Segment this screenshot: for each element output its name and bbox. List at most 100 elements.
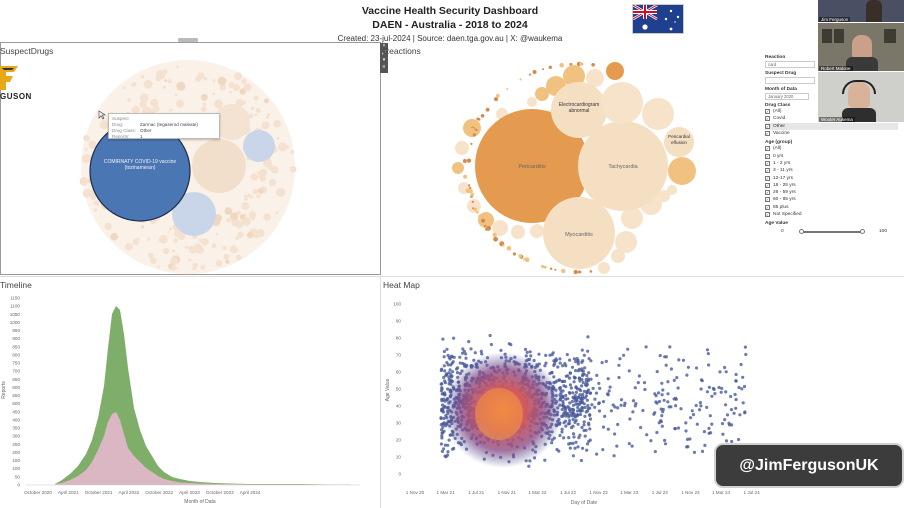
reaction-small-bubble[interactable] (615, 231, 637, 253)
reaction-small-bubble[interactable] (462, 159, 467, 163)
reaction-small-bubble[interactable] (573, 269, 578, 275)
heatmap-chart[interactable]: 0 10 20 30 40 50 60 70 80 90 100 1 Nov 20 1 Mar 21 1… (381, 290, 761, 508)
reaction-small-bubble[interactable] (470, 127, 474, 132)
age-slider-track[interactable] (801, 231, 863, 234)
age-slider-min-handle[interactable] (799, 229, 804, 235)
panel-drag-handle[interactable] (178, 38, 198, 42)
reaction-small-bubble[interactable] (543, 265, 547, 269)
checkbox-icon[interactable]: ✓ (765, 116, 770, 122)
filter-checkbox-item[interactable]: ✓ 60 - 85 yrs (765, 196, 903, 203)
reaction-small-bubble[interactable] (589, 270, 593, 273)
reaction-small-bubble[interactable] (512, 252, 516, 256)
reaction-small-bubble[interactable] (475, 122, 478, 125)
reaction-small-bubble[interactable] (477, 117, 481, 121)
filter-checkbox-item[interactable]: ✓ 1 - 2 yrs (765, 160, 903, 167)
reaction-small-bubble[interactable] (478, 216, 482, 220)
reaction-small-bubble[interactable] (495, 93, 500, 98)
filter-checkbox-item[interactable]: ✓ 0 yrs (765, 152, 903, 159)
reaction-small-bubble[interactable] (502, 244, 505, 247)
panel-toolbar[interactable]: × ⤢ ▾ ≡ (380, 43, 388, 73)
reaction-bubble-myocarditis[interactable] (543, 197, 615, 269)
reaction-small-bubble[interactable] (579, 62, 583, 66)
checkbox-icon[interactable]: ✓ (765, 131, 770, 137)
reaction-small-bubble[interactable] (469, 186, 472, 190)
reaction-small-bubble[interactable] (569, 63, 572, 66)
reaction-small-bubble[interactable] (598, 262, 610, 274)
reaction-small-bubble[interactable] (483, 224, 487, 228)
checkbox-icon[interactable]: ✓ (765, 168, 770, 174)
reaction-small-bubble[interactable] (519, 78, 522, 81)
filter-checkbox-item[interactable]: ✓ 12-17 yrs (765, 174, 903, 181)
filter-checkbox-item[interactable]: ✓ 26 - 59 yrs (765, 189, 903, 196)
filter-checkbox-item[interactable]: ✓ Not Specified (765, 211, 903, 218)
reaction-small-bubble[interactable] (486, 225, 492, 231)
reaction-small-bubble[interactable] (473, 207, 478, 212)
filter-checkbox-item[interactable]: ✓ (All) (765, 108, 903, 115)
reaction-small-bubble[interactable] (492, 220, 508, 236)
reaction-small-bubble[interactable] (559, 62, 564, 68)
reaction-small-bubble[interactable] (492, 232, 497, 238)
reaction-filter-input[interactable]: card (765, 61, 815, 68)
reaction-small-bubble[interactable] (530, 224, 544, 238)
panel-toolbar-icons[interactable]: × ⤢ ▾ ≡ (381, 43, 386, 70)
filter-checkbox-item[interactable]: ✓ 18 - 25 yrs (765, 182, 903, 189)
reaction-small-bubble[interactable] (452, 162, 464, 174)
timeline-area-pink-top[interactable] (55, 412, 350, 485)
reaction-small-bubble[interactable] (554, 268, 557, 271)
timeline-chart[interactable]: 0 50 100 150 200 250 300 350 400 450 500 550 600 650 7… (0, 290, 370, 508)
checkbox-icon[interactable]: ✓ (765, 182, 770, 188)
reaction-small-bubble[interactable] (472, 207, 474, 210)
reaction-small-bubble[interactable] (586, 69, 604, 87)
checkbox-icon[interactable]: ✓ (765, 175, 770, 181)
reaction-small-bubble[interactable] (465, 188, 471, 194)
reaction-small-bubble[interactable] (485, 107, 490, 112)
checkbox-icon[interactable]: ✓ (765, 146, 770, 152)
reaction-small-bubble[interactable] (494, 97, 498, 102)
age-slider-max-handle[interactable] (860, 229, 865, 235)
checkbox-icon[interactable]: ✓ (765, 197, 770, 203)
reaction-small-bubble[interactable] (480, 114, 485, 118)
reaction-small-bubble[interactable] (472, 133, 476, 137)
reaction-small-bubble[interactable] (549, 267, 553, 270)
filter-checkbox-item[interactable]: ✓ 3 - 11 yrs (765, 167, 903, 174)
reaction-small-bubble[interactable] (470, 192, 475, 197)
reaction-small-bubble[interactable] (475, 128, 478, 132)
reactions-bubble-chart[interactable]: Pericarditis Tachycardia Electrocardiogr… (382, 56, 762, 276)
reaction-small-bubble[interactable] (591, 63, 595, 67)
checkbox-icon[interactable]: ✓ (765, 109, 770, 115)
reaction-bubble-tachycardia[interactable] (578, 121, 668, 211)
reaction-small-bubble[interactable] (463, 174, 468, 179)
checkbox-icon[interactable]: ✓ (765, 160, 770, 166)
sd-bubble[interactable] (214, 104, 250, 140)
age-value-slider[interactable]: 0 100 (765, 228, 903, 238)
reaction-small-bubble[interactable] (476, 210, 479, 214)
suspect-drug-filter-input[interactable] (765, 77, 815, 84)
reaction-small-bubble[interactable] (542, 68, 545, 71)
reaction-small-bubble[interactable] (577, 270, 581, 274)
reaction-bubble-pericarditis[interactable] (475, 109, 589, 223)
reaction-bubble-pericardial-effusion[interactable] (664, 127, 694, 157)
reaction-small-bubble[interactable] (506, 88, 509, 90)
reaction-bubble-ecg[interactable] (551, 82, 607, 138)
reaction-small-bubble[interactable] (466, 158, 472, 163)
reaction-small-bubble[interactable] (506, 245, 512, 251)
sd-bubble[interactable] (192, 139, 246, 193)
filter-checkbox-item[interactable]: ✓ 85 plus (765, 204, 903, 211)
sd-bubble[interactable] (243, 130, 275, 162)
filter-checkbox-item[interactable]: ✓ Vaccine (765, 130, 903, 137)
checkbox-icon[interactable]: ✓ (765, 212, 770, 217)
checkbox-icon[interactable]: ✓ (765, 190, 770, 196)
reaction-bubble[interactable] (601, 82, 643, 124)
reaction-small-bubble[interactable] (511, 225, 525, 239)
filter-checkbox-item[interactable]: ✓ Covid (765, 115, 903, 122)
reaction-small-bubble[interactable] (455, 141, 469, 155)
reaction-small-bubble[interactable] (541, 265, 545, 269)
reaction-small-bubble[interactable] (467, 184, 471, 187)
reaction-small-bubble[interactable] (658, 190, 670, 202)
sd-bubble[interactable] (172, 192, 216, 236)
reaction-small-bubble[interactable] (518, 254, 523, 258)
reaction-small-bubble[interactable] (535, 87, 549, 101)
reaction-small-bubble[interactable] (470, 142, 473, 145)
suspect-drugs-bubble-chart[interactable]: COMIRNATY COVID-19 vaccine (tozinameran) (0, 42, 381, 275)
reaction-small-bubble[interactable] (611, 249, 625, 263)
